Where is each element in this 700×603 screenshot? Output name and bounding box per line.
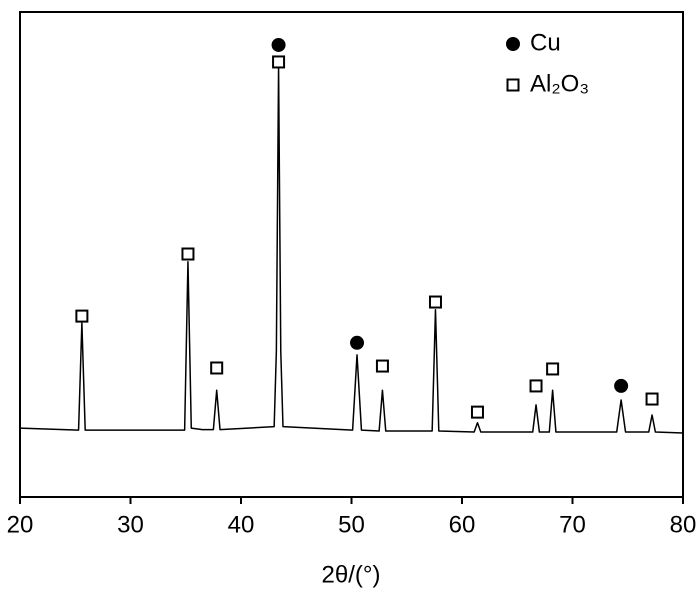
peak-marker xyxy=(272,55,286,69)
x-tick-label: 20 xyxy=(7,511,34,538)
x-tick-label: 30 xyxy=(117,511,144,538)
peak-marker xyxy=(546,362,560,376)
peak-marker xyxy=(428,295,442,309)
peak-marker xyxy=(271,37,286,52)
peak-marker xyxy=(181,247,195,261)
legend-label: Cu xyxy=(530,29,561,56)
x-tick-label: 40 xyxy=(228,511,255,538)
peak-marker xyxy=(470,405,484,419)
peak-marker xyxy=(645,392,659,406)
legend-symbol xyxy=(506,78,520,92)
x-tick-label: 60 xyxy=(449,511,476,538)
x-tick-label: 70 xyxy=(559,511,586,538)
legend-label: Al₂O₃ xyxy=(530,70,589,97)
peak-marker xyxy=(614,378,629,393)
peak-marker xyxy=(375,359,389,373)
peak-marker xyxy=(210,361,224,375)
pattern-line xyxy=(19,67,684,434)
x-axis-label: 2θ/(°) xyxy=(322,561,381,588)
peak-marker xyxy=(529,379,543,393)
peak-marker xyxy=(75,309,89,323)
x-tick-label: 50 xyxy=(338,511,365,538)
x-tick-label: 80 xyxy=(670,511,697,538)
peak-marker xyxy=(350,335,365,350)
legend-symbol xyxy=(506,37,520,51)
